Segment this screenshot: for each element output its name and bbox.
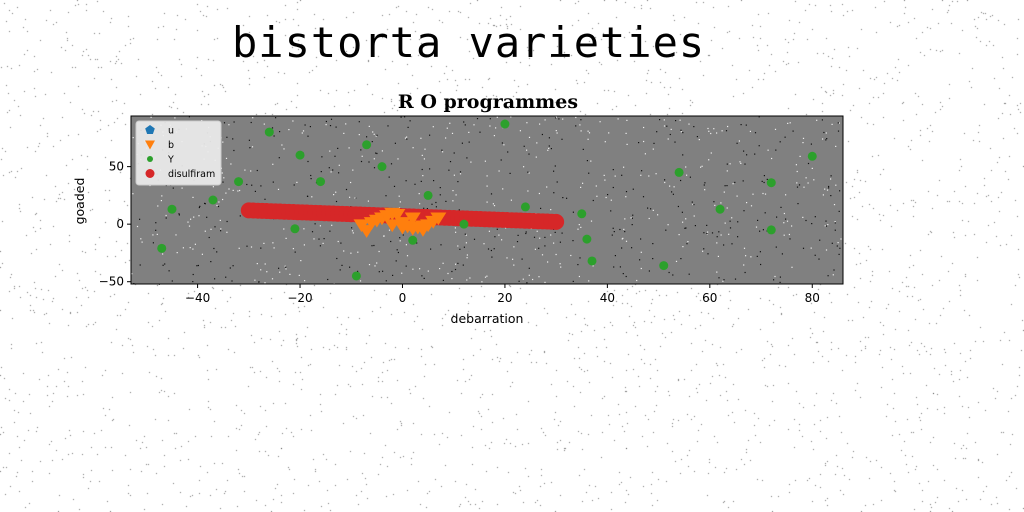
data-point-Y — [766, 178, 776, 188]
data-point-Y — [766, 225, 776, 235]
y-axis-ticks: −50 0 50 — [99, 160, 131, 289]
x-tick-label: 20 — [497, 291, 512, 305]
data-point-Y — [208, 195, 218, 205]
x-tick-label: 80 — [805, 291, 820, 305]
plot-frame — [130, 115, 844, 285]
x-axis-ticks: −40 −20 0 20 40 60 80 — [185, 284, 820, 305]
y-tick-label: 50 — [109, 160, 124, 174]
legend-box — [135, 120, 222, 186]
legend-label: u — [168, 126, 174, 137]
y-tick-label: −50 — [99, 275, 124, 289]
page-title: bistorta varieties — [232, 18, 706, 67]
data-point-Y — [459, 219, 469, 229]
legend-marker — [145, 140, 155, 150]
data-point-b — [404, 212, 421, 226]
chart-title: R O programmes — [398, 91, 578, 113]
x-tick-label: −40 — [185, 291, 210, 305]
chart-marks — [157, 119, 817, 281]
data-point-Y — [295, 150, 305, 160]
data-point-Y — [577, 209, 587, 219]
data-point-Y — [582, 234, 592, 244]
data-point-Y — [351, 271, 361, 281]
legend-label: disulfiram — [168, 169, 215, 180]
data-point-Y — [408, 235, 418, 245]
data-point-Y — [500, 119, 510, 129]
legend-marker — [145, 169, 155, 178]
data-point-b — [394, 221, 411, 235]
x-axis-label: debarration — [451, 311, 524, 326]
y-tick-label: 0 — [116, 217, 124, 231]
legend-marker — [145, 125, 155, 134]
data-point-Y — [674, 167, 684, 177]
data-point-Y — [423, 190, 433, 200]
plot-area — [131, 116, 843, 284]
data-point-Y — [157, 243, 167, 253]
data-point-b — [389, 209, 406, 222]
x-tick-label: 60 — [702, 291, 717, 305]
data-point-Y — [290, 224, 300, 234]
x-tick-label: 40 — [600, 291, 615, 305]
data-point-Y — [807, 151, 817, 161]
data-point-Y — [659, 261, 669, 271]
y-axis-label: goaded — [72, 178, 87, 225]
legend-label: Y — [167, 155, 174, 166]
data-point-Y — [362, 140, 372, 150]
data-point-Y — [520, 202, 530, 212]
data-point-b — [358, 225, 375, 238]
data-point-Y — [587, 256, 597, 266]
legend-label: b — [168, 140, 174, 151]
data-point-Y — [234, 177, 244, 187]
data-point-disulfiram — [548, 213, 565, 230]
data-point-Y — [715, 204, 725, 214]
data-point-Y — [377, 162, 387, 172]
x-tick-label: 0 — [399, 291, 407, 305]
data-point-Y — [264, 127, 274, 137]
data-point-Y — [167, 204, 177, 214]
x-tick-label: −20 — [287, 291, 312, 305]
data-point-b — [430, 212, 447, 226]
data-point-b — [414, 223, 431, 237]
data-point-Y — [316, 177, 326, 187]
legend-marker — [147, 156, 153, 162]
